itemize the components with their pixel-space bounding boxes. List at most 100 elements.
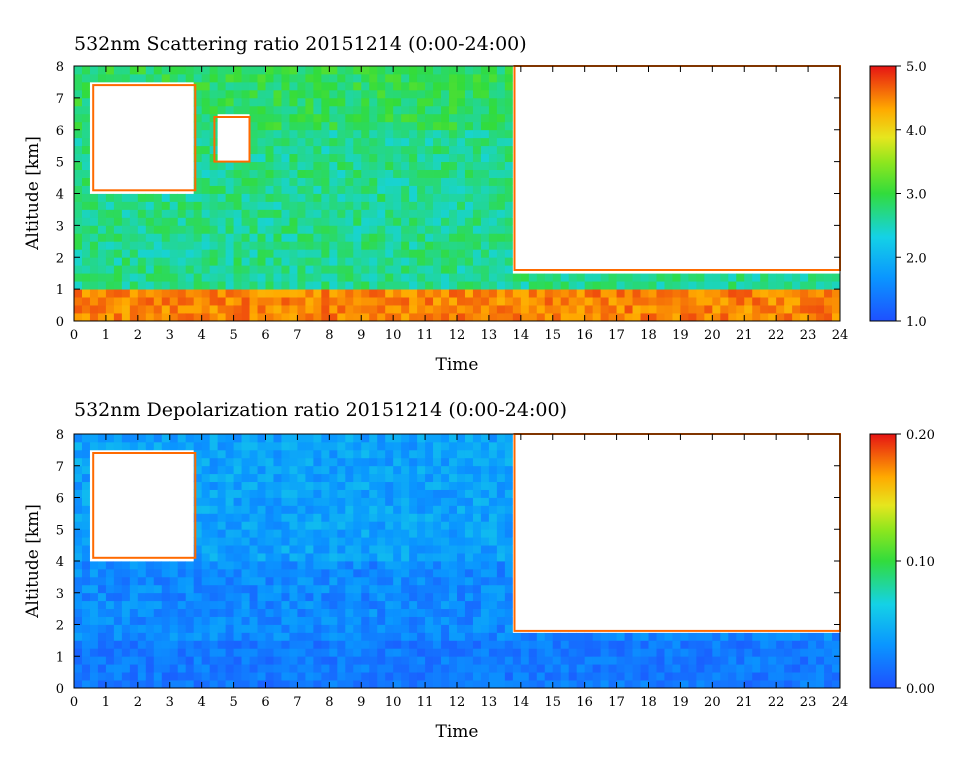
field-cell — [409, 434, 418, 443]
field-cell — [752, 89, 761, 99]
x-tick-label: 24 — [832, 328, 849, 343]
field-cell — [648, 161, 657, 170]
field-cell — [457, 584, 466, 594]
field-cell — [169, 672, 179, 681]
field-cell — [409, 489, 418, 498]
field-cell — [137, 66, 147, 75]
field-cell — [177, 97, 187, 107]
field-cell — [608, 89, 617, 99]
field-cell — [201, 656, 211, 665]
field-cell — [201, 481, 211, 490]
x-tick-label: 20 — [704, 328, 721, 343]
field-cell — [760, 105, 769, 115]
field-cell — [153, 313, 163, 322]
field-cell — [552, 89, 562, 99]
field-cell — [249, 137, 258, 147]
field-cell — [329, 632, 338, 641]
field-cell — [345, 497, 354, 506]
field-cell — [680, 305, 689, 314]
field-cell — [233, 537, 242, 546]
field-cell — [720, 241, 729, 250]
field-cell — [744, 217, 753, 226]
field-cell — [241, 513, 250, 522]
field-cell — [297, 656, 306, 665]
field-cell — [433, 640, 442, 649]
field-cell — [97, 505, 107, 514]
field-cell — [265, 664, 274, 673]
field-cell — [664, 97, 673, 107]
field-cell — [209, 434, 219, 443]
field-cell — [265, 680, 274, 689]
field-cell — [74, 616, 83, 625]
field-cell — [472, 145, 482, 155]
field-cell — [201, 217, 211, 226]
field-cell — [265, 632, 274, 641]
field-cell — [488, 449, 498, 459]
field-cell — [401, 553, 410, 562]
field-cell — [504, 289, 514, 298]
field-cell — [417, 161, 426, 170]
field-cell — [201, 529, 211, 538]
field-cell — [656, 281, 665, 290]
field-cell — [201, 137, 211, 147]
field-cell — [776, 193, 785, 202]
field-cell — [265, 81, 274, 91]
field-cell — [289, 153, 298, 163]
field-cell — [137, 449, 147, 459]
field-cell — [329, 81, 338, 91]
field-cell — [185, 153, 195, 163]
field-cell — [97, 121, 107, 131]
field-cell — [281, 608, 290, 617]
field-cell — [105, 529, 115, 538]
field-cell — [185, 640, 195, 649]
field-cell — [752, 153, 761, 163]
field-cell — [520, 632, 530, 641]
field-cell — [544, 193, 554, 202]
field-cell — [329, 193, 338, 202]
field-cell — [776, 201, 785, 210]
field-cell — [353, 105, 362, 115]
field-cell — [496, 561, 506, 570]
field-cell — [672, 297, 681, 306]
field-cell — [185, 81, 195, 91]
field-cell — [345, 153, 354, 163]
field-cell — [289, 145, 298, 155]
field-cell — [185, 656, 195, 665]
field-cell — [393, 434, 402, 443]
field-cell — [425, 537, 434, 546]
field-cell — [337, 225, 346, 234]
field-cell — [624, 209, 633, 218]
field-cell — [233, 449, 242, 459]
field-cell — [472, 297, 482, 306]
field-cell — [584, 177, 594, 186]
x-tick-label: 23 — [800, 328, 817, 343]
field-cell — [552, 249, 562, 258]
field-cell — [193, 273, 203, 282]
field-cell — [504, 273, 514, 282]
field-cell — [385, 632, 394, 641]
field-cell — [161, 457, 171, 467]
field-cell — [664, 89, 673, 99]
field-cell — [113, 449, 123, 459]
field-cell — [97, 616, 107, 625]
field-cell — [313, 217, 322, 226]
field-cell — [113, 257, 123, 266]
field-cell — [305, 73, 314, 83]
field-cell — [113, 217, 123, 226]
field-cell — [337, 257, 346, 266]
field-cell — [225, 648, 234, 657]
x-tick-label: 19 — [672, 328, 689, 343]
field-cell — [728, 145, 737, 155]
field-cell — [480, 592, 490, 602]
field-cell — [409, 121, 418, 131]
field-cell — [337, 121, 346, 131]
field-cell — [145, 561, 155, 570]
field-cell — [560, 89, 570, 99]
field-cell — [600, 313, 610, 322]
field-cell — [760, 169, 769, 178]
field-cell — [672, 281, 681, 290]
field-cell — [544, 289, 554, 298]
field-cell — [225, 121, 234, 131]
field-cell — [257, 121, 266, 131]
field-cell — [313, 73, 322, 83]
